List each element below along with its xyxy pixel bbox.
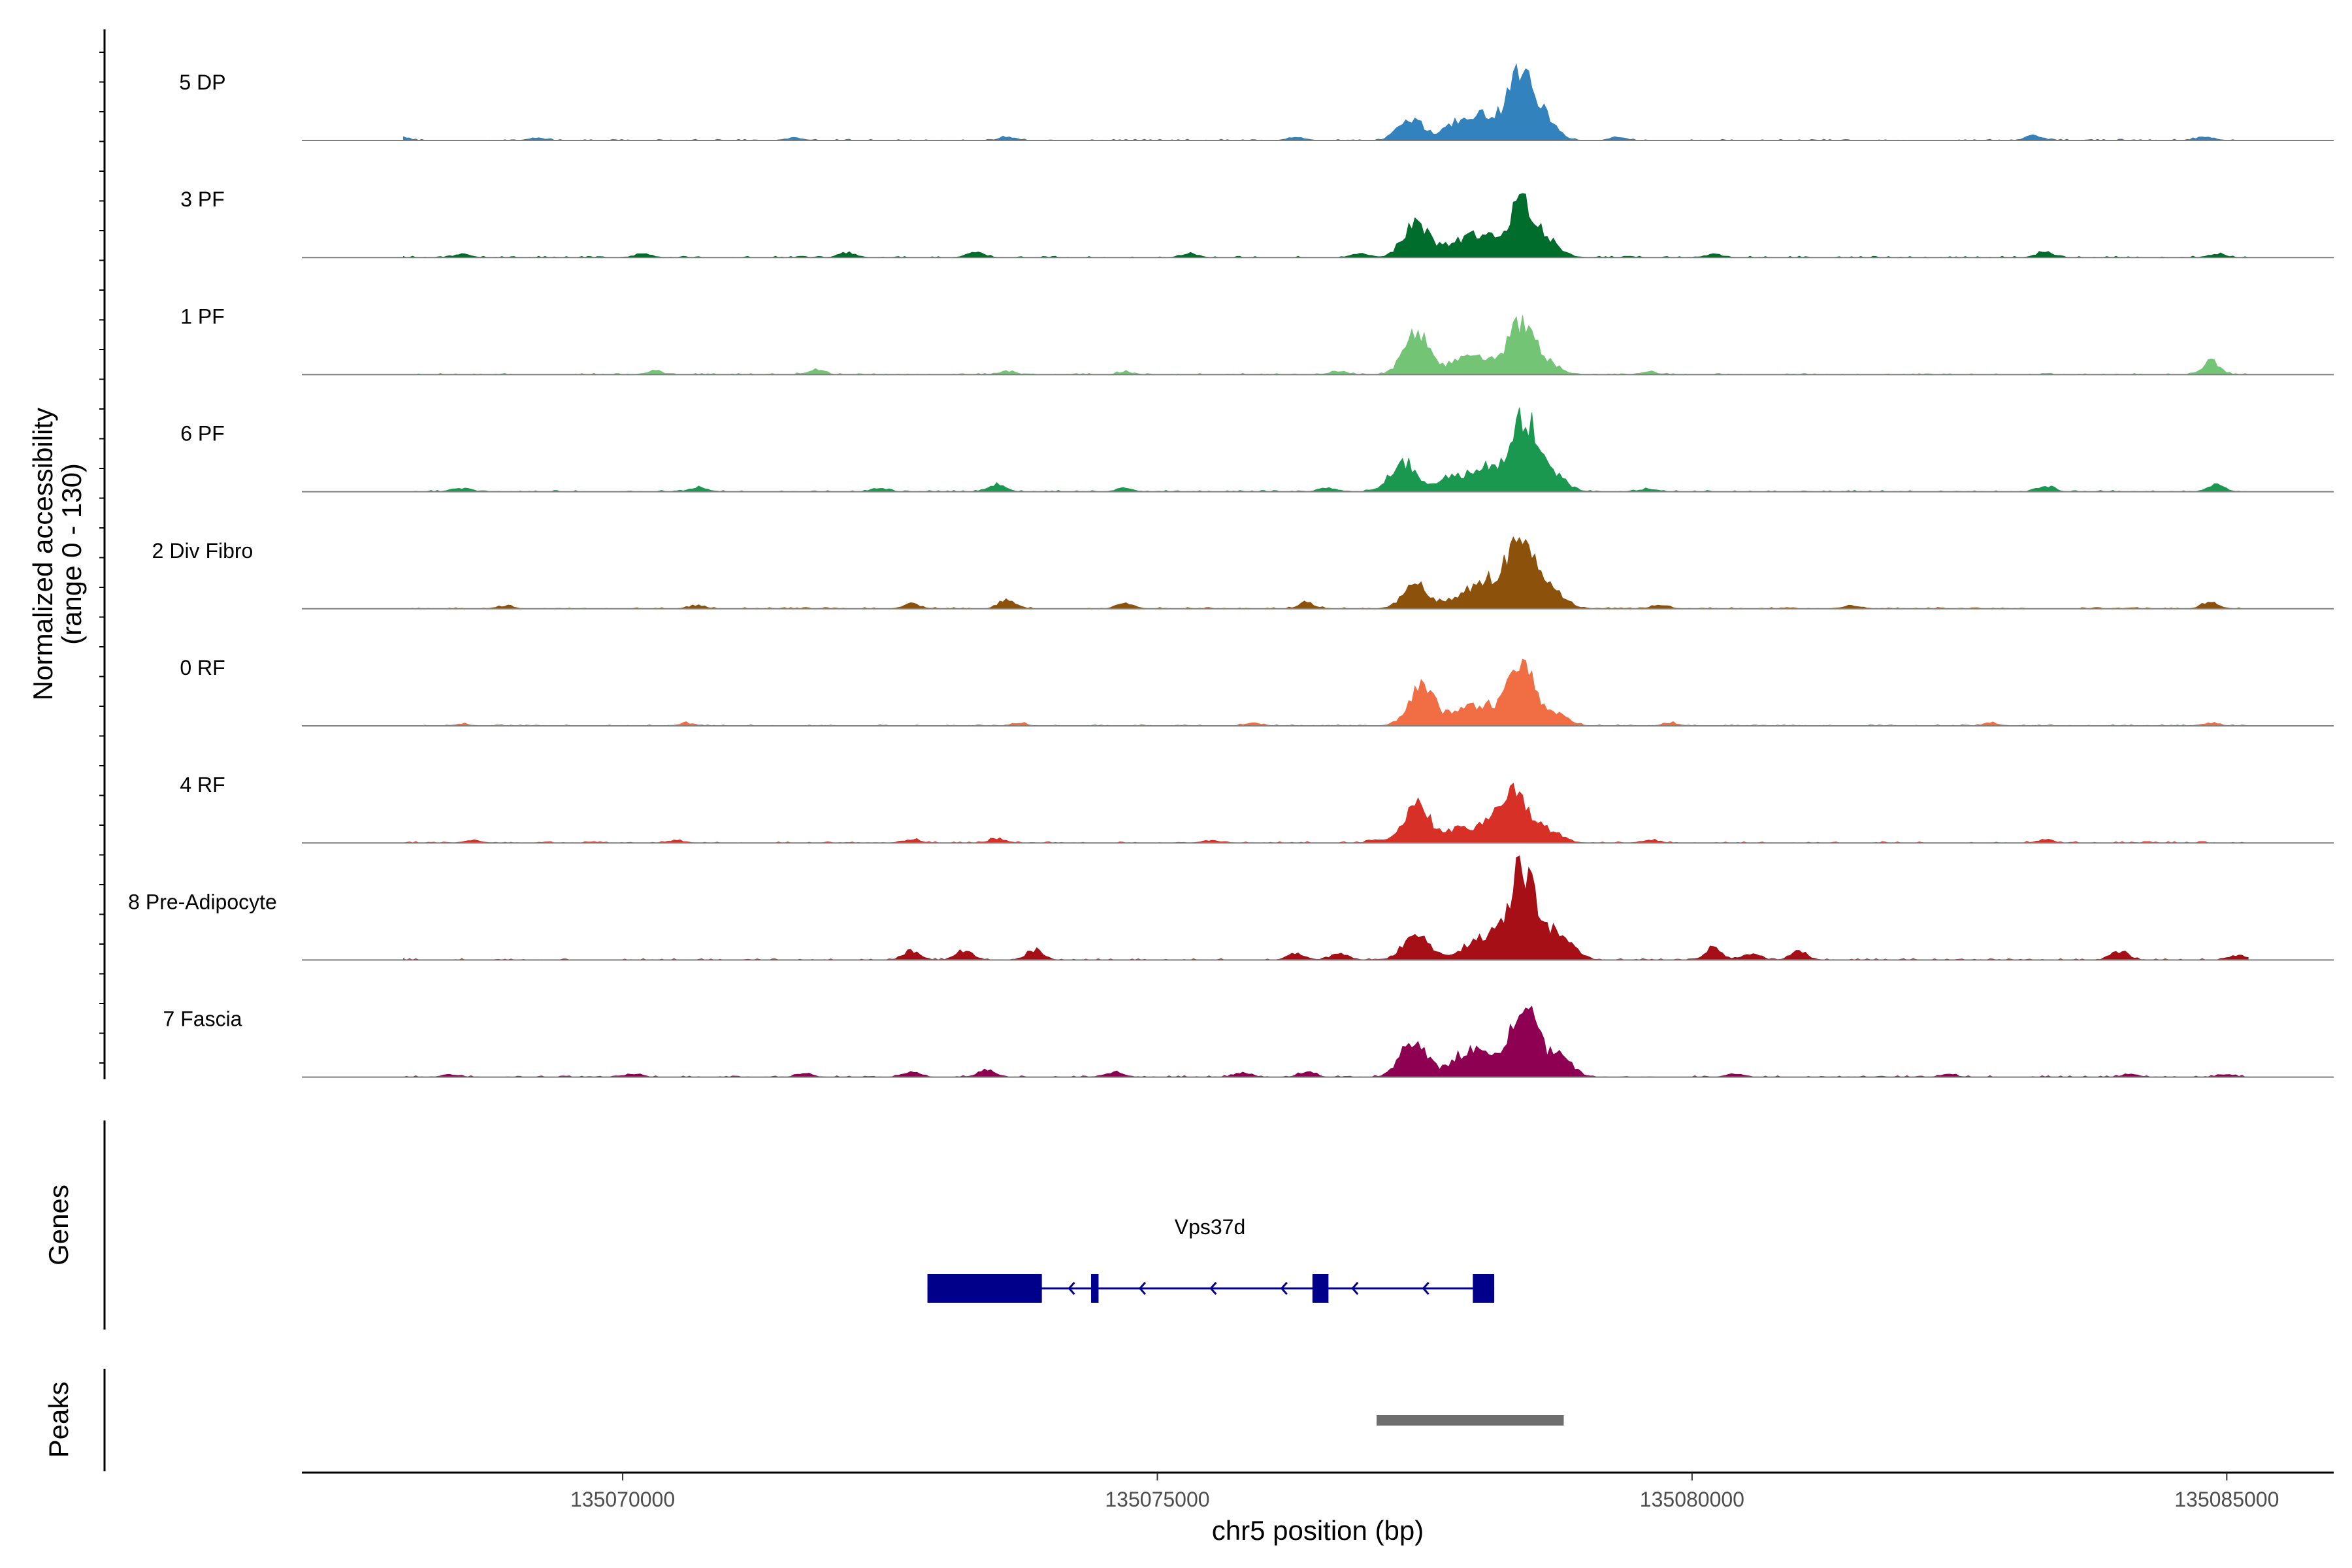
peak-region bbox=[1377, 1415, 1564, 1426]
track-2-div-fibro bbox=[302, 536, 2334, 610]
coverage-area-7 bbox=[403, 782, 2249, 843]
track-label: 5 DP bbox=[179, 71, 225, 94]
track-label: 4 RF bbox=[180, 773, 225, 796]
coverage-y-ticks bbox=[99, 52, 105, 1064]
track-labels: 5 DP 3 PF 1 PF 6 PF 2 Div Fibro 0 RF 4 RF 8 Pre… bbox=[128, 71, 277, 1031]
peaks-track-title: Peaks bbox=[43, 1382, 74, 1458]
track-0-rf bbox=[302, 659, 2334, 727]
coverage-area-8 bbox=[403, 855, 2249, 960]
track-1-pf bbox=[302, 315, 2334, 376]
strand-arrow bbox=[1209, 1282, 1217, 1295]
x-axis: 135070000 135075000 135080000 135085000 chr… bbox=[302, 1471, 2334, 1546]
track-4-rf bbox=[302, 782, 2334, 844]
gene-exon bbox=[1312, 1274, 1329, 1303]
x-tick-label: 135080000 bbox=[1640, 1488, 1744, 1511]
gene-exon bbox=[1473, 1274, 1495, 1303]
track-label: 7 Fascia bbox=[163, 1007, 242, 1031]
track-5-dp bbox=[302, 63, 2334, 141]
track-label: 2 Div Fibro bbox=[152, 539, 253, 563]
strand-arrow bbox=[1280, 1282, 1288, 1295]
track-label: 1 PF bbox=[180, 304, 225, 328]
gene-exon bbox=[927, 1274, 1042, 1303]
coverage-area-5 bbox=[403, 536, 2249, 610]
strand-arrow bbox=[1351, 1282, 1359, 1295]
track-label: 0 RF bbox=[180, 656, 225, 679]
coverage-area-1 bbox=[403, 63, 2249, 141]
strand-arrow bbox=[1422, 1282, 1429, 1295]
gene-exon bbox=[1090, 1274, 1099, 1303]
track-7-fascia bbox=[302, 1005, 2334, 1078]
coverage-area-6 bbox=[403, 659, 2249, 727]
track-label: 6 PF bbox=[180, 422, 225, 446]
gene-model bbox=[927, 1274, 1495, 1303]
x-tick-label: 135085000 bbox=[2174, 1488, 2279, 1511]
coverage-area-3 bbox=[403, 315, 2249, 375]
coverage-y-axis bbox=[99, 29, 106, 1079]
coverage-area-4 bbox=[403, 407, 2249, 493]
x-tick-label: 135070000 bbox=[570, 1488, 675, 1511]
peaks-track: Peaks bbox=[43, 1369, 1564, 1471]
track-8-pre-adipocyte bbox=[302, 855, 2334, 961]
gene-track: Genes Vps37d bbox=[43, 1120, 1495, 1330]
coverage-area-9 bbox=[403, 1005, 2249, 1078]
peak-regions bbox=[1377, 1415, 1564, 1426]
strand-arrow bbox=[1138, 1282, 1146, 1295]
y-axis-title-line2: (range 0 - 130) bbox=[56, 463, 87, 645]
x-tick-label: 135075000 bbox=[1105, 1488, 1209, 1511]
track-6-pf bbox=[302, 407, 2334, 493]
x-axis-title: chr5 position (bp) bbox=[1212, 1515, 1424, 1546]
strand-arrow bbox=[1068, 1282, 1075, 1295]
track-label: 8 Pre-Adipocyte bbox=[128, 890, 277, 913]
track-label: 3 PF bbox=[180, 188, 225, 211]
track-3-pf bbox=[302, 193, 2334, 259]
x-axis-ticks: 135070000 135075000 135080000 135085000 bbox=[570, 1473, 2279, 1511]
gene-track-title: Genes bbox=[43, 1184, 74, 1266]
y-axis-title-line1: Normalized accessibility bbox=[27, 408, 58, 700]
coverage-area-2 bbox=[403, 193, 2249, 258]
gene-name-label: Vps37d bbox=[1175, 1215, 1246, 1239]
coverage-tracks bbox=[302, 63, 2334, 1078]
